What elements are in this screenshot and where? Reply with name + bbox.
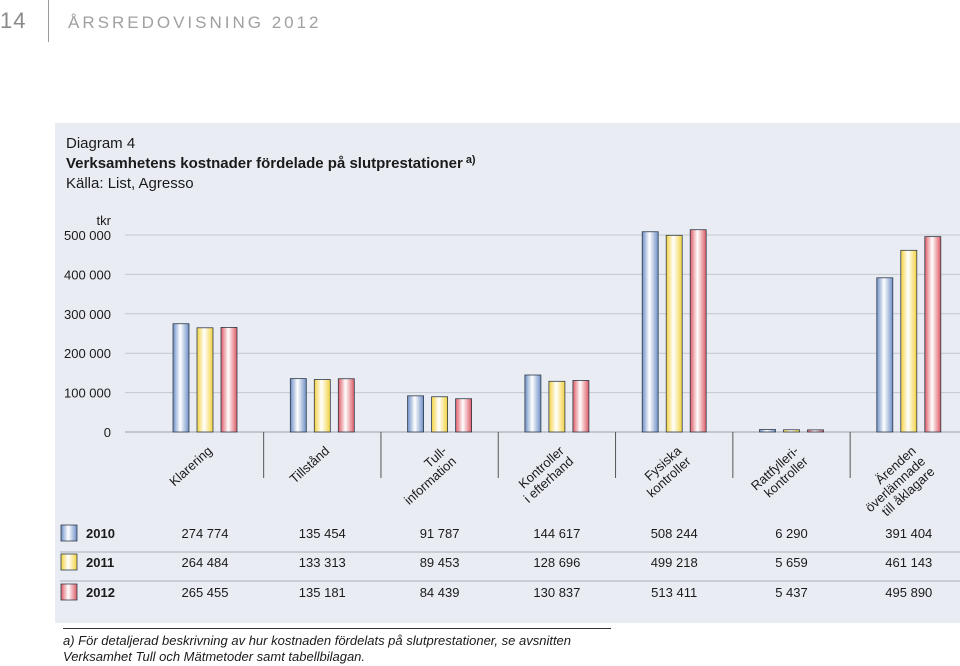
bar	[900, 249, 918, 433]
page-header: 14 ÅRSREDOVISNING 2012	[0, 0, 960, 44]
bar	[337, 378, 355, 433]
bar	[313, 379, 331, 433]
x-tick-label: Tillstånd	[287, 443, 333, 486]
chart-title: Verksamhetens kostnader fördelade på slu…	[66, 155, 463, 172]
y-tick-label: 300 000	[64, 307, 111, 322]
data-label: 84 439	[420, 585, 460, 600]
x-tick-label: Tull-information	[392, 443, 459, 508]
data-label: 128 696	[533, 555, 580, 570]
data-label: 264 484	[182, 555, 229, 570]
chart-source: Källa: List, Agresso	[66, 175, 194, 192]
bar	[665, 234, 683, 433]
chart-label: Diagram 4	[66, 135, 135, 152]
data-label: 513 411	[651, 585, 697, 600]
data-label: 495 890	[885, 585, 932, 600]
legend-label: 2011	[86, 555, 114, 570]
y-tick-label: 0	[104, 425, 111, 440]
bar	[783, 429, 800, 433]
data-label: 144 617	[533, 526, 580, 541]
x-tick-label: Rattfylleri-kontroller	[748, 443, 811, 504]
data-label: 6 290	[775, 526, 808, 541]
y-axis-label: tkr	[97, 213, 112, 228]
data-label: 461 143	[885, 555, 932, 570]
y-tick-label: 500 000	[64, 228, 111, 243]
data-label: 91 787	[420, 526, 460, 541]
footnote: a) För detaljerad beskrivning av hur kos…	[63, 633, 571, 665]
y-tick-label: 100 000	[64, 386, 111, 401]
data-label: 265 455	[182, 585, 229, 600]
bar	[641, 231, 659, 433]
y-tick-label: 400 000	[64, 267, 111, 282]
x-tick-label-line: Klarering	[166, 443, 215, 489]
bar	[455, 398, 473, 433]
bar	[924, 236, 942, 433]
report-title: ÅRSREDOVISNING 2012	[68, 13, 322, 32]
bar	[172, 323, 190, 433]
header-divider	[48, 0, 49, 42]
bar	[548, 380, 566, 433]
data-label: 499 218	[651, 555, 698, 570]
footnote-rule	[63, 628, 611, 629]
legend-swatch	[60, 524, 78, 542]
bar	[196, 327, 214, 433]
bar-chart: Diagram 4 Verksamhetens kostnader fördel…	[60, 135, 960, 601]
data-label: 5 437	[775, 585, 808, 600]
bar	[572, 380, 590, 433]
data-label: 274 774	[182, 526, 229, 541]
data-label: 133 313	[299, 555, 346, 570]
legend-label: 2010	[86, 526, 115, 541]
bar	[289, 378, 307, 433]
chart-title-note: a)	[466, 154, 476, 166]
y-tick-label: 200 000	[64, 346, 111, 361]
x-tick-label: Ärendenöverlämnadetill åklagare	[853, 443, 938, 525]
bar	[220, 327, 238, 433]
data-label: 5 659	[775, 555, 808, 570]
plot-area: 0 100 000 200 000 300 000 400 000 500 000 Klar…	[60, 228, 960, 601]
x-tick-label-line: Tillstånd	[287, 443, 333, 486]
x-tick-label: Klarering	[166, 443, 215, 489]
footnote-line-1: a) För detaljerad beskrivning av hur kos…	[63, 633, 572, 648]
data-label: 508 244	[651, 526, 698, 541]
bar	[407, 395, 425, 433]
svg-text:Verksamhetens kostnader fördel: Verksamhetens kostnader fördelade på slu…	[66, 154, 476, 172]
x-tick-label: Fysiskakontroller	[634, 443, 694, 501]
data-label: 135 454	[299, 526, 346, 541]
legend-swatch	[60, 553, 78, 571]
chart-panel: Diagram 4 Verksamhetens kostnader fördel…	[55, 123, 960, 623]
legend-label: 2012	[86, 585, 115, 600]
bar	[759, 429, 776, 433]
bar	[431, 396, 449, 433]
legend-swatch	[60, 583, 78, 601]
bar	[876, 277, 894, 433]
footnote-line-2: Verksamhet Tull och Mätmetoder samt tabe…	[63, 649, 366, 664]
bar	[807, 429, 824, 433]
page-number: 14	[0, 8, 27, 33]
data-label: 89 453	[420, 555, 460, 570]
x-tick-label: Kontrolleri efterhand	[511, 443, 577, 506]
data-label: 130 837	[533, 585, 580, 600]
data-label: 391 404	[885, 526, 932, 541]
data-label: 135 181	[299, 585, 346, 600]
bar	[524, 374, 542, 433]
bar	[689, 229, 707, 433]
